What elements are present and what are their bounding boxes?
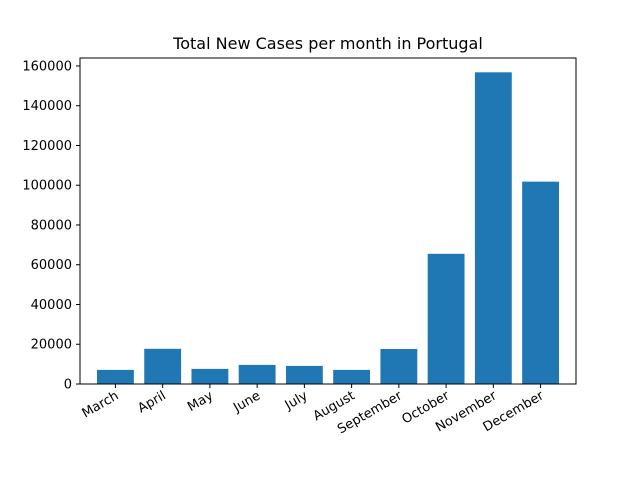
chart-title: Total New Cases per month in Portugal <box>172 34 483 53</box>
y-tick-label: 140000 <box>22 99 72 114</box>
bar-april <box>144 348 182 384</box>
y-tick-label: 120000 <box>22 139 72 154</box>
x-axis: March April May June July AugustSeptemberOcto… <box>80 384 547 437</box>
x-tick-label: April <box>135 388 168 416</box>
bar-may <box>191 368 229 384</box>
bar-december <box>522 181 559 384</box>
y-tick-label: 80000 <box>31 218 72 233</box>
y-tick-label: 0 <box>64 378 72 393</box>
bar-august <box>333 369 371 384</box>
bar-march <box>97 369 134 384</box>
bar-october <box>427 253 465 384</box>
y-tick-label: 160000 <box>22 59 72 74</box>
x-tick-label: July <box>282 388 311 413</box>
bar-september <box>380 349 418 384</box>
y-axis: 0 20000 40000 60000 80000 100000 120000 140000 1… <box>22 59 80 393</box>
y-tick-label: 40000 <box>31 298 72 313</box>
y-tick-label: 60000 <box>31 258 72 273</box>
bar-november <box>474 72 512 384</box>
plot-frame <box>79 57 577 385</box>
bar-june <box>238 364 276 384</box>
bar-july <box>285 365 323 384</box>
y-tick-label: 20000 <box>31 338 72 353</box>
x-tick-label: May <box>185 388 216 415</box>
x-tick-label: June <box>230 388 263 416</box>
bars-group <box>97 72 559 384</box>
x-tick-label: March <box>80 388 122 421</box>
y-tick-label: 100000 <box>22 179 72 194</box>
